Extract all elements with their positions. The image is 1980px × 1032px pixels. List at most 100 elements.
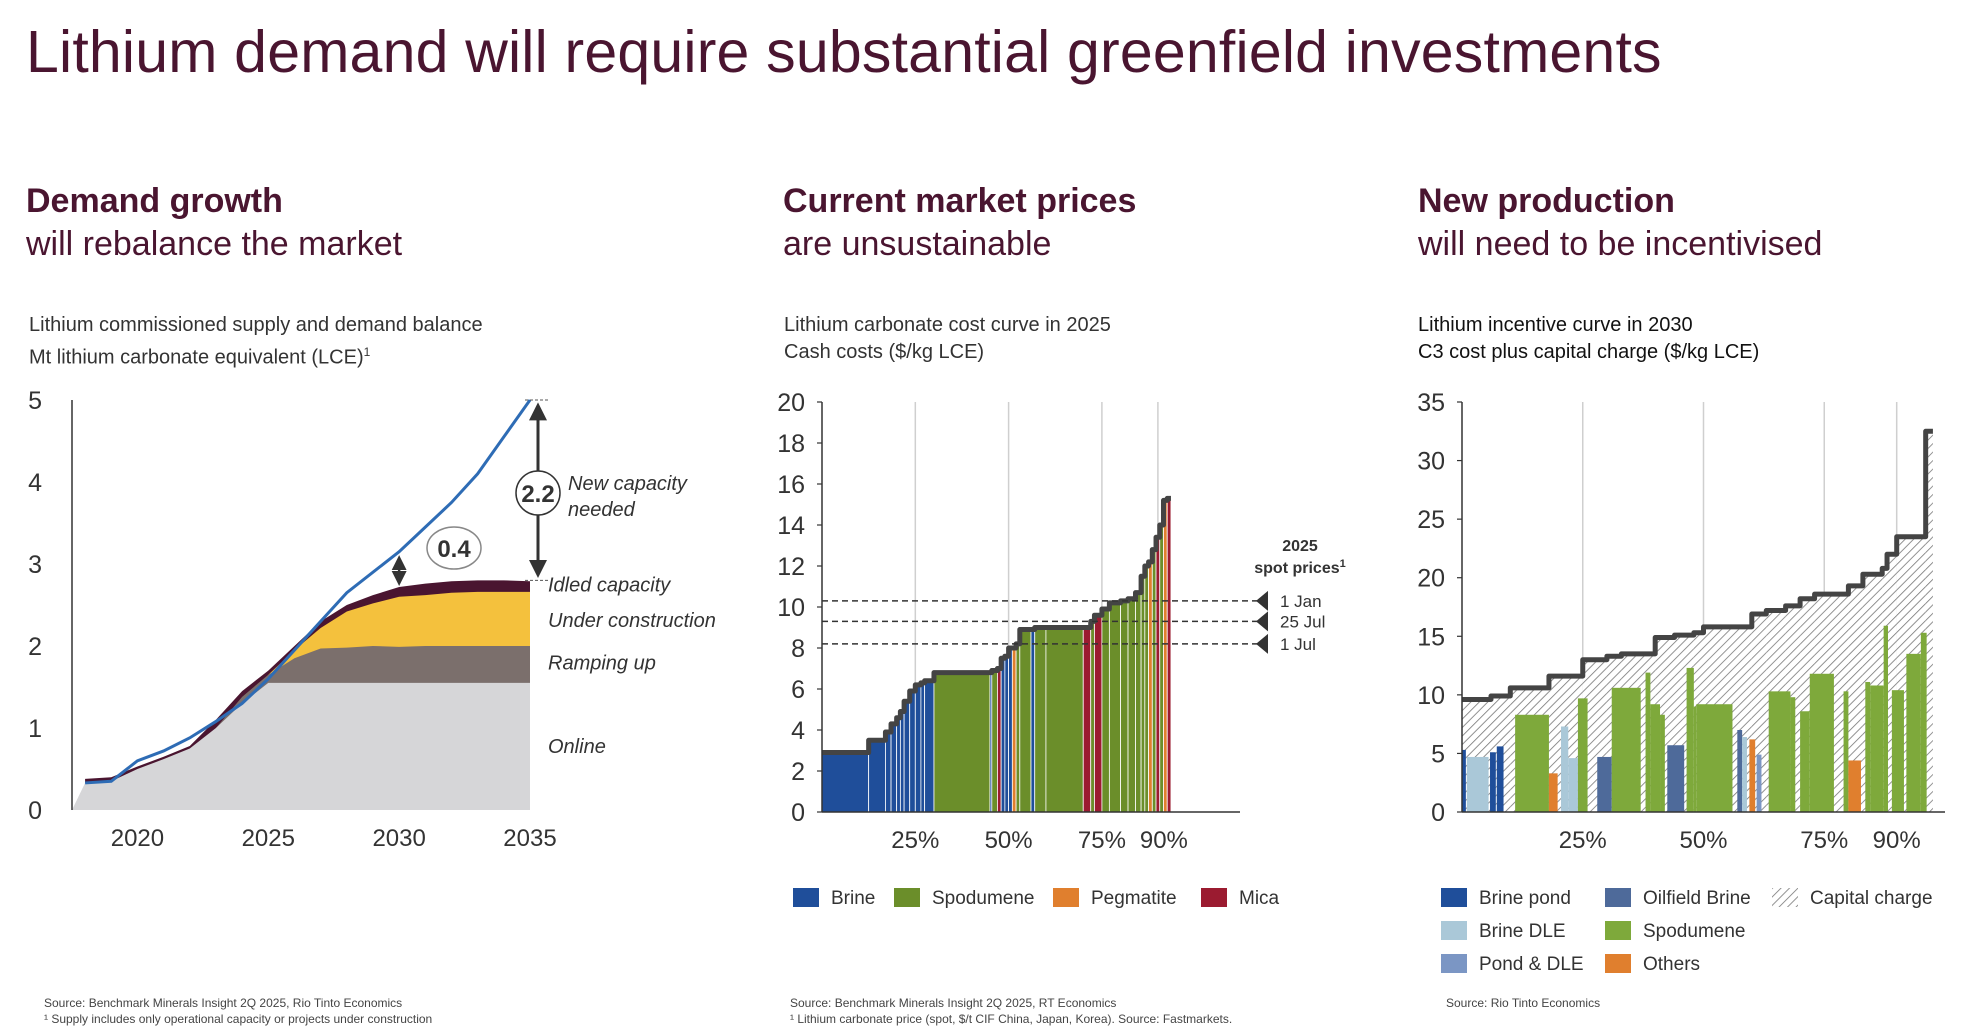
y-tick-label: 20 [777, 389, 805, 417]
y-tick-label: 20 [1417, 565, 1445, 593]
cost-bar [1577, 698, 1588, 812]
footnote-marker: 1 [1340, 558, 1346, 570]
cost-bar [1140, 575, 1146, 813]
x-tick-label: 50% [985, 827, 1033, 854]
demand-line [84, 399, 532, 785]
spot-price-label: 1 Jul [1280, 635, 1316, 654]
cost-bar [1166, 497, 1172, 813]
chart3-source: Source: Rio Tinto Economics [1446, 995, 1600, 1011]
column-heading: New production [1418, 182, 1675, 220]
x-tick-label: 75% [1078, 827, 1126, 854]
chart3-title-block: Lithium incentive curve in 2030 C3 cost … [1418, 312, 1759, 366]
cost-bar [1515, 714, 1549, 812]
cost-bar [1015, 643, 1021, 813]
cost-bar [1660, 714, 1665, 812]
spot-price-marker [1256, 633, 1268, 654]
gap-badge-circle [426, 526, 482, 570]
cost-bar [1848, 760, 1861, 812]
chart2-title-block: Lithium carbonate cost curve in 2025 Cas… [784, 312, 1111, 366]
x-tick-label: 2020 [111, 825, 164, 852]
y-tick-label: 12 [777, 553, 805, 581]
y-tick-label: 0 [1431, 799, 1445, 827]
cost-bar [1693, 706, 1697, 812]
cost-bar [914, 684, 922, 813]
chart2-source: Source: Benchmark Minerals Insight 2Q 20… [790, 995, 1232, 1027]
cost-bar [933, 672, 991, 813]
cost-bar [1094, 614, 1103, 813]
spot-prices-title: 2025 [1282, 538, 1318, 555]
cost-bar [1496, 746, 1504, 812]
cost-bar [1151, 549, 1157, 813]
cost-bar [924, 680, 935, 813]
cost-bar [1155, 536, 1161, 813]
column-subheading: will rebalance the market [26, 225, 403, 263]
cost-bar [1650, 704, 1661, 812]
x-tick-label: 90% [1140, 827, 1188, 854]
cost-bar [1568, 758, 1578, 812]
x-tick-label: 25% [891, 827, 939, 854]
spot-prices-title: spot prices1 [1254, 558, 1345, 577]
y-tick-label: 15 [1417, 623, 1445, 651]
cost-bar [1490, 752, 1496, 812]
y-tick-label: 4 [791, 717, 805, 745]
y-tick-label: 25 [1417, 506, 1445, 534]
chart-title: Lithium carbonate cost curve in 2025 [784, 314, 1111, 336]
y-tick-label: 4 [28, 469, 42, 497]
cost-bar [1030, 629, 1036, 813]
column-heading: Current market prices [783, 182, 1137, 220]
cost-bar [1163, 499, 1168, 813]
chart1-source: Source: Benchmark Minerals Insight 2Q 20… [44, 995, 432, 1027]
cost-bar [909, 690, 916, 813]
source-text: Source: Rio Tinto Economics [1446, 996, 1601, 1010]
capital-charge-bar [1751, 614, 1767, 812]
y-tick-label: 10 [1417, 682, 1445, 710]
x-tick-label: 90% [1873, 827, 1921, 854]
chart-subtitle: Mt lithium carbonate equivalent (LCE)1 [29, 345, 371, 369]
cost-bar [1148, 561, 1153, 813]
layer-label: Ramping up [548, 652, 656, 674]
cost-bar [1011, 647, 1017, 813]
layer-label: Online [548, 736, 606, 758]
source-text: Source: Benchmark Minerals Insight 2Q 20… [44, 996, 403, 1010]
gap-badge-value: 0.4 [437, 536, 471, 563]
cost-bar [1906, 653, 1921, 812]
y-tick-label: 2 [28, 633, 42, 661]
annotation-text: New capacity [568, 473, 688, 495]
cost-bar [1127, 598, 1136, 813]
y-tick-label: 10 [777, 594, 805, 622]
x-tick-label: 25% [1559, 827, 1607, 854]
x-tick-label: 2030 [372, 825, 425, 852]
cost-bar [1144, 565, 1149, 813]
layer-label: Under construction [548, 610, 716, 632]
footnote-text: ¹ Lithium carbonate price (spot, $/t CIF… [790, 1012, 1233, 1026]
y-tick-label: 6 [791, 676, 805, 704]
cost-bar [1108, 602, 1121, 813]
footnote-text: ¹ Supply includes only operational capac… [44, 1012, 433, 1026]
cost-bar [1667, 745, 1685, 812]
cost-bar [885, 731, 892, 813]
y-tick-label: 16 [777, 471, 805, 499]
market-prices-heading: Current market prices are unsustainable [783, 180, 1136, 266]
annotation-text: needed [568, 499, 636, 521]
cost-bar [1883, 625, 1889, 812]
cost-bar [1800, 711, 1810, 812]
cost-bar [1865, 681, 1871, 812]
cost-bar [1135, 592, 1142, 813]
cost-bar [1120, 600, 1129, 813]
incentive-curve-outline [1462, 428, 1933, 703]
cost-bar [1686, 667, 1694, 812]
cost-bar [896, 717, 901, 813]
cost-bar [1891, 690, 1904, 812]
cost-bar [1645, 672, 1651, 812]
cost-bar [1737, 730, 1743, 812]
cost-bar [1034, 627, 1047, 813]
y-tick-label: 3 [28, 551, 42, 579]
cost-bar [1809, 673, 1834, 812]
cost-bar [1090, 620, 1095, 813]
cost-bar [1004, 655, 1010, 813]
new-production-heading: New production will need to be incentivi… [1418, 180, 1822, 266]
capital-charge-bar [1925, 431, 1933, 812]
cost-bar [997, 668, 1002, 813]
y-tick-label: 2 [791, 758, 805, 786]
cost-bar [1045, 627, 1084, 813]
